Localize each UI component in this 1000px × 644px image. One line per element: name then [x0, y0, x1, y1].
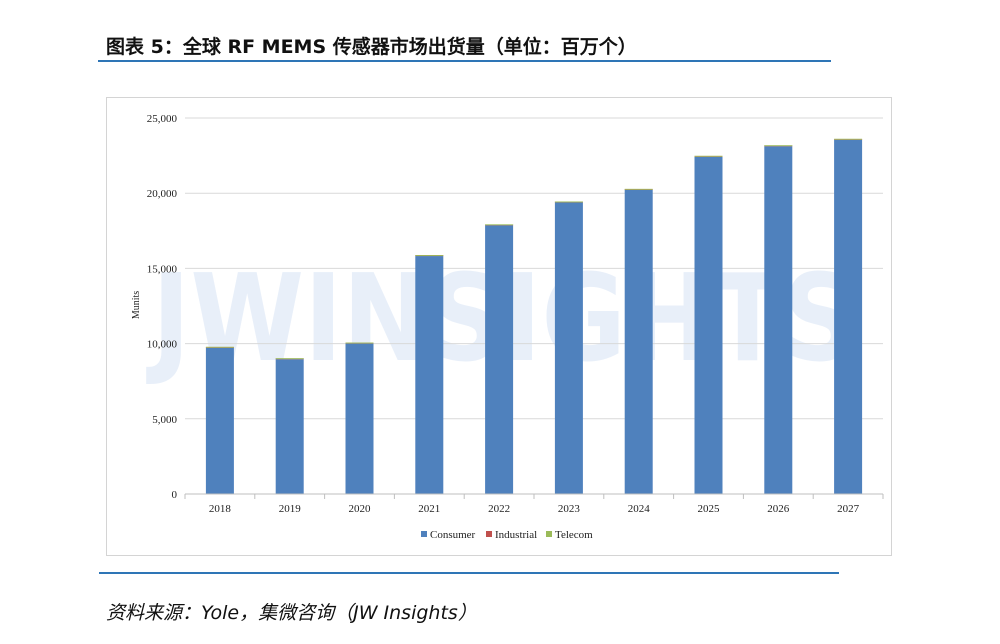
- bar-consumer-2021: [415, 256, 444, 494]
- x-tick-label: 2021: [418, 503, 440, 515]
- bar-consumer-2026: [764, 146, 793, 494]
- bar-consumer-2022: [485, 225, 514, 494]
- bar-telecom-2019: [275, 358, 304, 360]
- bars: [205, 138, 863, 495]
- x-tick-label: 2027: [837, 503, 860, 515]
- source-note: 资料来源：Yole，集微咨询（JW Insights）: [106, 602, 477, 624]
- y-axis-label: Munits: [131, 291, 142, 319]
- legend-swatch-industrial: [486, 531, 492, 537]
- y-tick-label: 0: [172, 489, 178, 501]
- legend: Consumer Industrial Telecom: [421, 529, 593, 541]
- bar-consumer-2023: [554, 202, 583, 494]
- legend-label-telecom: Telecom: [555, 529, 593, 541]
- chart-svg: JWINSIGHTS 05,00010,00015,00020,00025,00…: [131, 113, 884, 541]
- bar-telecom-2026: [764, 145, 793, 147]
- bar-consumer-2019: [275, 359, 304, 494]
- x-tick-label: 2024: [628, 503, 651, 515]
- x-tick-label: 2019: [279, 503, 302, 515]
- bar-telecom-2027: [834, 138, 863, 140]
- y-tick-label: 10,000: [147, 339, 178, 351]
- top-rule: [98, 60, 831, 62]
- bar-consumer-2020: [345, 343, 374, 494]
- x-tick-label: 2023: [558, 503, 581, 515]
- y-tick-label: 20,000: [147, 188, 178, 200]
- bar-consumer-2025: [694, 156, 723, 494]
- figure-title: 图表 5：全球 RF MEMS 传感器市场出货量（单位：百万个）: [106, 36, 637, 58]
- bar-telecom-2021: [415, 255, 444, 256]
- bottom-rule: [99, 572, 839, 574]
- y-tick-label: 25,000: [147, 113, 178, 125]
- bar-telecom-2022: [485, 224, 514, 226]
- legend-swatch-telecom: [546, 531, 552, 537]
- bar-telecom-2025: [694, 155, 723, 157]
- x-tick-label: 2020: [349, 503, 372, 515]
- x-tick-label: 2018: [209, 503, 232, 515]
- bar-telecom-2020: [345, 342, 374, 344]
- bar-telecom-2024: [624, 188, 653, 190]
- legend-label-industrial: Industrial: [495, 529, 537, 541]
- bar-consumer-2027: [834, 139, 863, 495]
- bar-consumer-2018: [205, 347, 234, 494]
- legend-label-consumer: Consumer: [430, 529, 476, 541]
- axes: 0 5,000 10,000 15,000 20,000 25,000 2018 2019 20…: [147, 113, 884, 515]
- bar-telecom-2018: [205, 346, 234, 348]
- bar-consumer-2024: [624, 189, 653, 494]
- legend-swatch-consumer: [421, 531, 427, 537]
- x-tick-label: 2022: [488, 503, 510, 515]
- chart-container: JWINSIGHTS 05,00010,00015,00020,00025,00…: [106, 97, 892, 556]
- y-tick-label: 5,000: [152, 414, 177, 426]
- x-tick-label: 2025: [698, 503, 721, 515]
- x-tick-label: 2026: [767, 503, 790, 515]
- bar-telecom-2023: [554, 201, 583, 203]
- y-tick-label: 15,000: [147, 263, 178, 275]
